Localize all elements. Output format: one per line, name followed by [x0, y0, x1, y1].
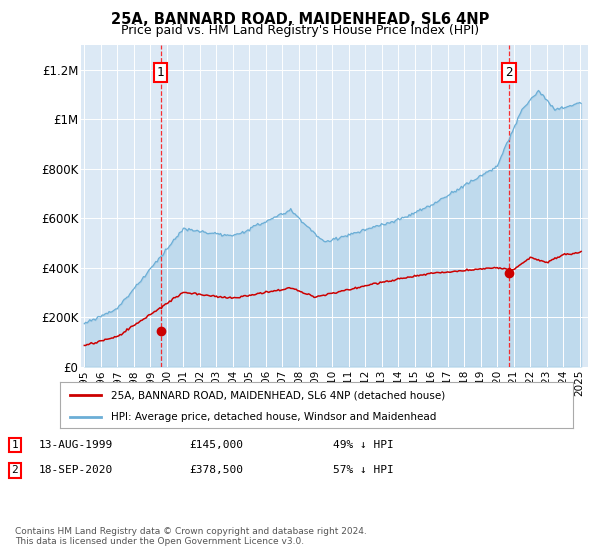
Text: 18-SEP-2020: 18-SEP-2020: [39, 465, 113, 475]
Text: 1: 1: [157, 66, 164, 78]
Text: 25A, BANNARD ROAD, MAIDENHEAD, SL6 4NP (detached house): 25A, BANNARD ROAD, MAIDENHEAD, SL6 4NP (…: [112, 390, 446, 400]
Text: 57% ↓ HPI: 57% ↓ HPI: [333, 465, 394, 475]
Text: 25A, BANNARD ROAD, MAIDENHEAD, SL6 4NP: 25A, BANNARD ROAD, MAIDENHEAD, SL6 4NP: [111, 12, 489, 27]
Text: 2: 2: [11, 465, 19, 475]
Text: Contains HM Land Registry data © Crown copyright and database right 2024.
This d: Contains HM Land Registry data © Crown c…: [15, 526, 367, 546]
Text: 1: 1: [11, 440, 19, 450]
Text: 2: 2: [505, 66, 512, 78]
Text: £145,000: £145,000: [189, 440, 243, 450]
Text: £378,500: £378,500: [189, 465, 243, 475]
Text: 13-AUG-1999: 13-AUG-1999: [39, 440, 113, 450]
Text: 49% ↓ HPI: 49% ↓ HPI: [333, 440, 394, 450]
Text: Price paid vs. HM Land Registry's House Price Index (HPI): Price paid vs. HM Land Registry's House …: [121, 24, 479, 36]
Text: HPI: Average price, detached house, Windsor and Maidenhead: HPI: Average price, detached house, Wind…: [112, 412, 437, 422]
